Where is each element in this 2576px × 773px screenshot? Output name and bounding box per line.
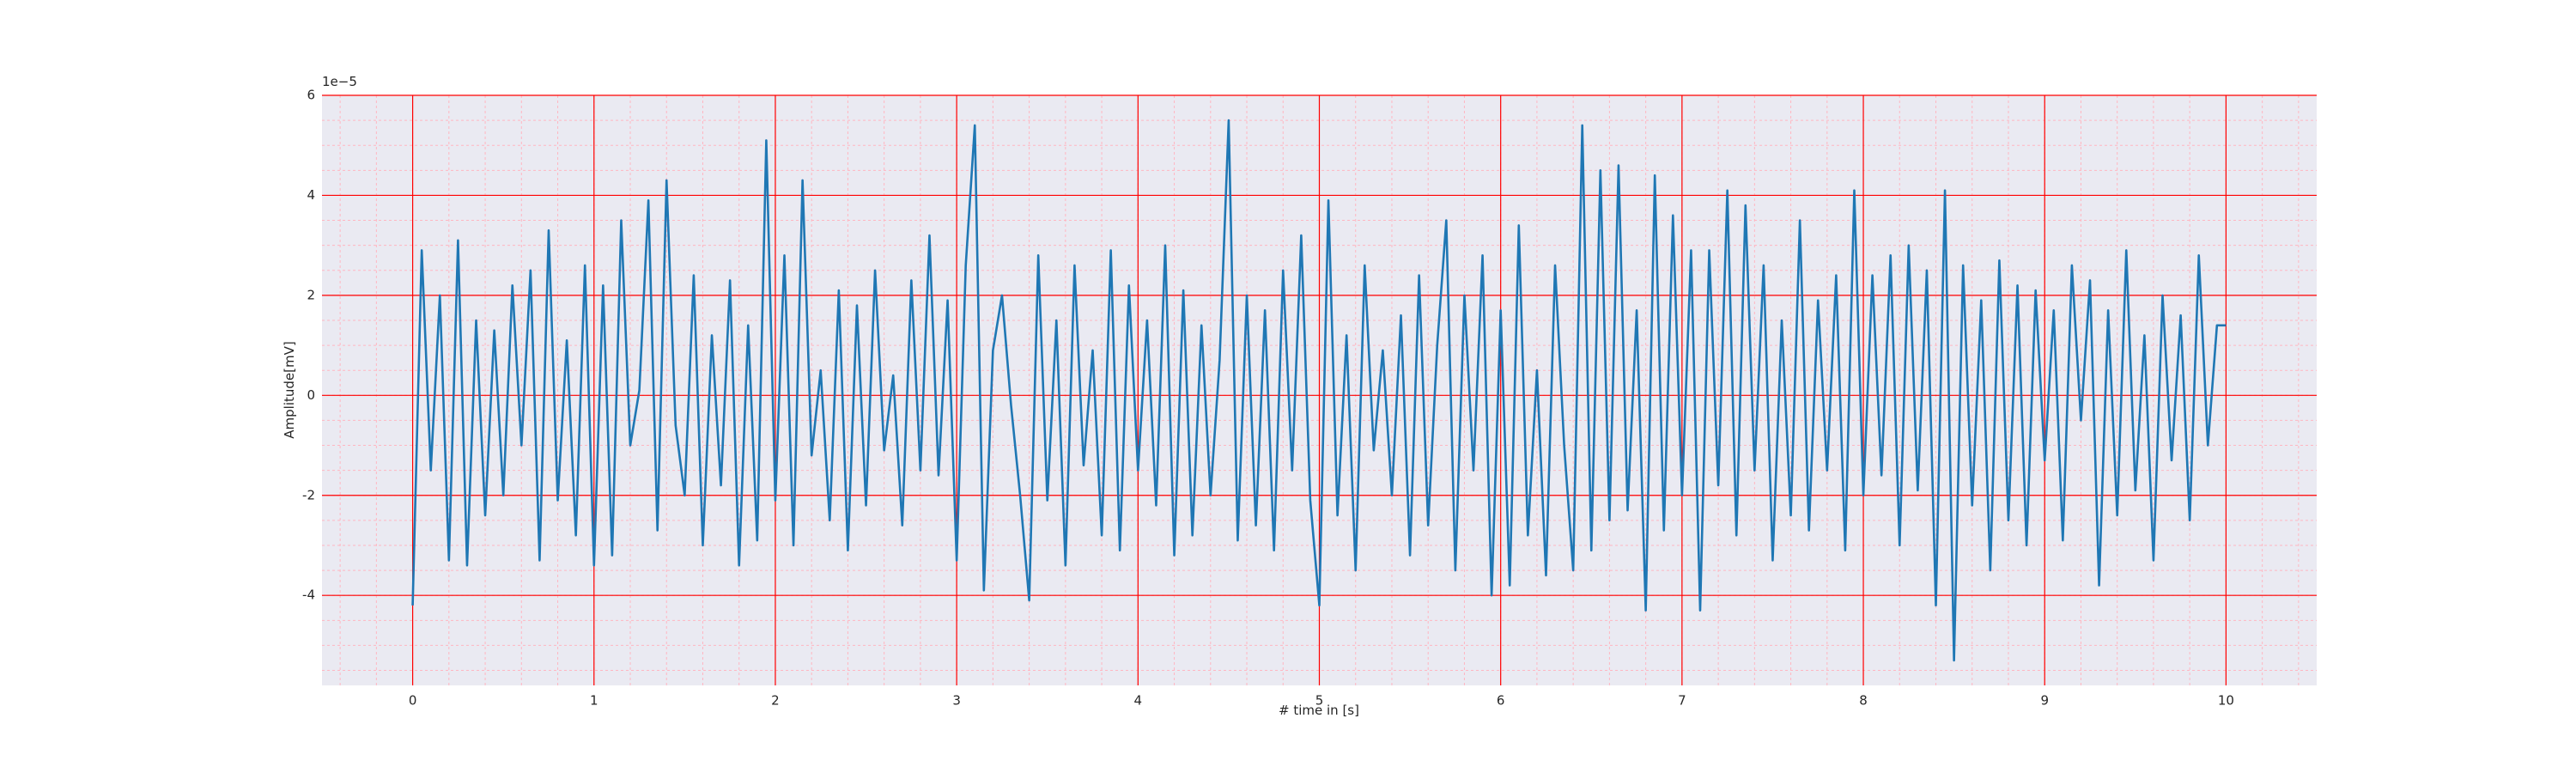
x-tick-label: 8 [1859, 693, 1868, 709]
x-tick-label: 7 [1678, 693, 1686, 709]
x-tick-label: 5 [1315, 693, 1324, 709]
x-tick-label: 4 [1134, 693, 1143, 709]
x-tick-label: 10 [2218, 693, 2234, 709]
y-offset-label: 1e−5 [322, 74, 357, 89]
y-tick-label: 6 [307, 88, 315, 103]
x-tick-label: 0 [409, 693, 417, 709]
y-tick-label: -4 [302, 587, 315, 603]
y-tick-label: 2 [307, 287, 315, 302]
x-tick-label: 3 [952, 693, 961, 709]
y-tick-label: 0 [307, 387, 315, 403]
y-tick-label: -2 [302, 487, 315, 502]
y-tick-label: 4 [307, 187, 315, 203]
x-axis-label: # time in [s] [1279, 703, 1359, 718]
x-tick-label: 1 [590, 693, 598, 709]
data-line [411, 119, 2227, 662]
y-axis-label: Amplitude[mV] [282, 341, 297, 438]
x-tick-label: 6 [1497, 693, 1505, 709]
x-tick-label: 9 [2040, 693, 2049, 709]
x-tick-label: 2 [771, 693, 780, 709]
